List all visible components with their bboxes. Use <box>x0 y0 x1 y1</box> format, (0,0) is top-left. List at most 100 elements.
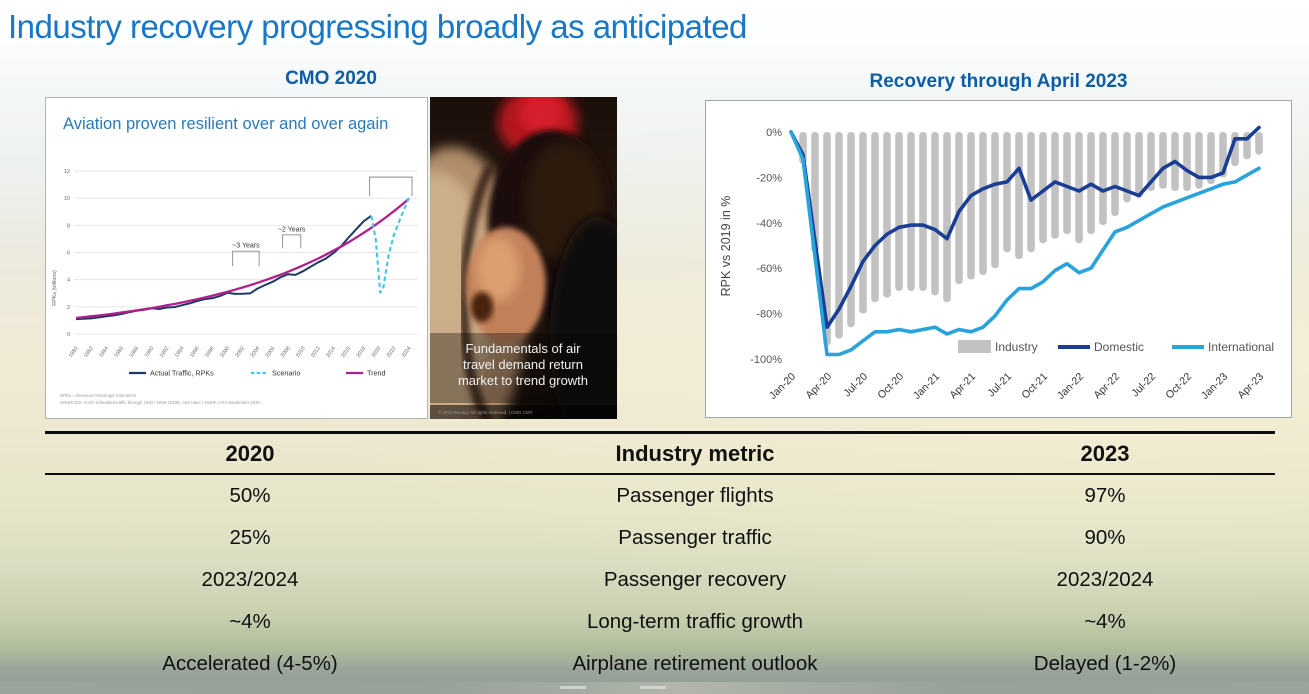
svg-text:2014: 2014 <box>325 346 337 359</box>
photo-illustration: Fundamentals of air travel demand return… <box>430 97 617 419</box>
table-row: 50% Passenger flights 97% <box>45 475 1275 517</box>
table-header-row: 2020 Industry metric 2023 <box>45 434 1275 475</box>
svg-text:RPK vs 2019 in %: RPK vs 2019 in % <box>719 196 733 297</box>
svg-text:1990: 1990 <box>144 346 156 359</box>
table-row: 2023/2024 Passenger recovery 2023/2024 <box>45 559 1275 601</box>
svg-text:8: 8 <box>67 223 70 229</box>
photo-caption-line3: market to trend growth <box>458 373 588 388</box>
table-row: ~4% Long-term traffic growth ~4% <box>45 601 1275 643</box>
svg-text:Domestic: Domestic <box>1094 340 1144 354</box>
table-header-cell: Industry metric <box>615 440 775 466</box>
svg-text:Jul-21: Jul-21 <box>985 371 1014 400</box>
table-header-cell: 2023 <box>1080 440 1130 466</box>
table-cell: ~4% <box>1084 609 1126 633</box>
svg-text:2008: 2008 <box>280 346 292 359</box>
svg-text:2000: 2000 <box>219 346 231 359</box>
open-mouth <box>471 292 493 322</box>
svg-text:2: 2 <box>67 305 70 311</box>
child-airplane-window-photo: Fundamentals of air travel demand return… <box>430 97 617 419</box>
runway-strip <box>0 682 1309 694</box>
svg-text:-40%: -40% <box>756 218 782 230</box>
page-title: Industry recovery progressing broadly as… <box>8 8 747 45</box>
recovery-chart-panel: 0% -20% -40% -60% -80% -100% RPK vs 2019 in % J… <box>705 100 1292 418</box>
table-cell: 50% <box>229 483 271 507</box>
table-cell: Passenger flights <box>616 483 774 507</box>
svg-text:Jan-23: Jan-23 <box>1199 371 1230 402</box>
svg-text:Apr-20: Apr-20 <box>803 371 834 402</box>
table-cell: Long-term traffic growth <box>586 609 804 633</box>
svg-text:2010: 2010 <box>295 346 307 359</box>
table-cell: Accelerated (4-5%) <box>162 651 338 675</box>
svg-text:1982: 1982 <box>83 346 95 359</box>
svg-text:12: 12 <box>64 169 70 175</box>
svg-text:International: International <box>1208 340 1274 354</box>
table-header-cell: 2020 <box>225 440 275 466</box>
svg-text:0%: 0% <box>766 127 782 139</box>
photo-caption-line1: Fundamentals of air <box>466 341 582 356</box>
svg-text:2004: 2004 <box>250 346 262 359</box>
svg-text:SOURCES: ICAO scheduled traffi: SOURCES: ICAO scheduled traffic through … <box>60 400 261 405</box>
cmo-2020-chart-panel: Aviation proven resilient over and over … <box>45 97 428 419</box>
svg-text:1994: 1994 <box>174 346 186 359</box>
table-cell: ~4% <box>229 609 271 633</box>
svg-text:-80%: -80% <box>756 309 782 321</box>
svg-text:Jan-20: Jan-20 <box>767 371 798 402</box>
table-cell: 97% <box>1084 483 1126 507</box>
svg-text:Apr-23: Apr-23 <box>1235 371 1266 402</box>
svg-text:Trend: Trend <box>367 369 386 378</box>
svg-text:Apr-21: Apr-21 <box>947 371 978 402</box>
svg-text:4: 4 <box>67 278 70 284</box>
recovery-combo-chart: 0% -20% -40% -60% -80% -100% RPK vs 2019 in % J… <box>719 125 1274 402</box>
table-cell: 25% <box>229 525 271 549</box>
seat <box>550 217 617 419</box>
table-body: 50% Passenger flights 97% 25% Passenger traf… <box>45 475 1275 685</box>
left-chart-title: Aviation proven resilient over and over … <box>63 115 389 133</box>
photo-credit: © 2023 Boeing. All rights reserved. | CM… <box>438 409 533 415</box>
svg-text:1996: 1996 <box>189 346 201 359</box>
svg-text:Oct-20: Oct-20 <box>875 371 906 402</box>
svg-text:~3 Years: ~3 Years <box>232 243 260 250</box>
svg-text:Apr-22: Apr-22 <box>1091 371 1122 402</box>
svg-text:2002: 2002 <box>234 346 246 359</box>
svg-text:RPKs (trillions): RPKs (trillions) <box>52 270 58 306</box>
svg-text:1998: 1998 <box>204 346 216 359</box>
svg-text:~2 Years: ~2 Years <box>278 226 306 233</box>
svg-text:-100%: -100% <box>750 354 782 366</box>
svg-text:Scenario: Scenario <box>272 369 300 378</box>
svg-text:Industry: Industry <box>995 340 1038 354</box>
table-cell: Passenger traffic <box>618 525 772 549</box>
table-row: 25% Passenger traffic 90% <box>45 517 1275 559</box>
svg-text:2022: 2022 <box>386 346 398 359</box>
svg-text:Jul-22: Jul-22 <box>1129 371 1158 400</box>
svg-text:10: 10 <box>64 196 70 202</box>
svg-text:Oct-22: Oct-22 <box>1163 371 1194 402</box>
left-section-heading: CMO 2020 <box>285 68 377 89</box>
svg-text:2006: 2006 <box>265 346 277 359</box>
svg-text:RPKs = Revenue Passenger Kilom: RPKs = Revenue Passenger Kilometers <box>60 393 136 398</box>
svg-text:6: 6 <box>67 251 70 257</box>
svg-text:1980: 1980 <box>68 346 80 359</box>
table-cell: 90% <box>1084 525 1126 549</box>
svg-text:Oct-21: Oct-21 <box>1019 371 1050 402</box>
window-frame <box>459 164 495 419</box>
table-cell: Airplane retirement outlook <box>572 651 818 675</box>
svg-text:1988: 1988 <box>129 346 141 359</box>
table-cell: Passenger recovery <box>603 567 787 591</box>
svg-text:1986: 1986 <box>113 346 125 359</box>
photo-caption-line2: travel demand return <box>463 357 583 372</box>
svg-text:1984: 1984 <box>98 346 110 359</box>
table-cell: 2023/2024 <box>201 567 299 591</box>
svg-text:2024: 2024 <box>401 346 413 359</box>
svg-text:Actual Traffic, RPKs: Actual Traffic, RPKs <box>150 369 214 378</box>
svg-text:2020: 2020 <box>371 346 383 359</box>
svg-text:2018: 2018 <box>356 346 368 359</box>
table-cell: 2023/2024 <box>1056 567 1154 591</box>
svg-text:1992: 1992 <box>159 346 171 359</box>
svg-text:-60%: -60% <box>756 263 782 275</box>
svg-text:2016: 2016 <box>340 346 352 359</box>
svg-text:Jan-22: Jan-22 <box>1055 371 1086 402</box>
table-row: Accelerated (4-5%) Airplane retirement ou… <box>45 643 1275 685</box>
right-section-heading: Recovery through April 2023 <box>869 71 1128 92</box>
